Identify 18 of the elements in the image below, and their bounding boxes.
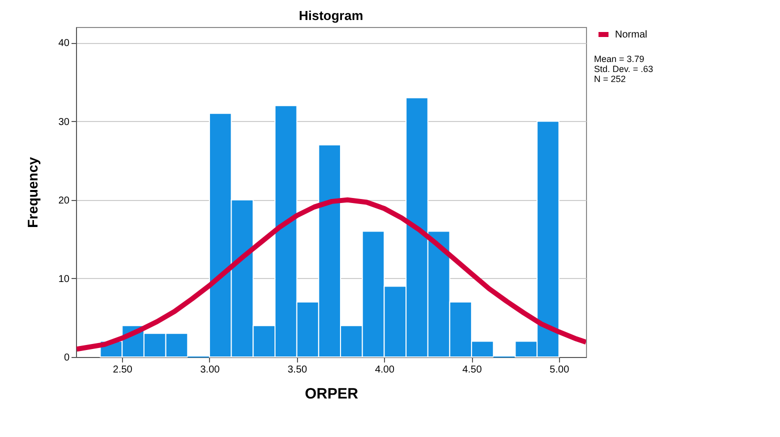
- x-tick-label: 4.00: [374, 364, 395, 376]
- y-tick-label: 10: [58, 274, 70, 285]
- chart-title: Histogram: [298, 8, 364, 23]
- x-tick-label: 3.00: [200, 364, 220, 376]
- x-tick-label: 2.50: [112, 364, 133, 376]
- y-tick-label: 30: [58, 116, 70, 128]
- x-tick-label: 3.50: [288, 364, 308, 376]
- y-tick-label: 20: [58, 195, 70, 206]
- x-tick-label: 4.50: [462, 364, 482, 376]
- y-tick-label: 0: [64, 352, 70, 364]
- text: N = 252: [594, 74, 626, 84]
- x-axis-title: ORPER: [304, 386, 358, 402]
- text: Std. Dev. = .63: [594, 64, 654, 74]
- y-axis-title: Frequency: [24, 156, 40, 228]
- y-tick-label: 40: [58, 38, 70, 50]
- text: Mean = 3.79: [594, 54, 644, 64]
- x-tick-label: 5.00: [550, 364, 570, 376]
- legend-label: Normal: [615, 30, 648, 40]
